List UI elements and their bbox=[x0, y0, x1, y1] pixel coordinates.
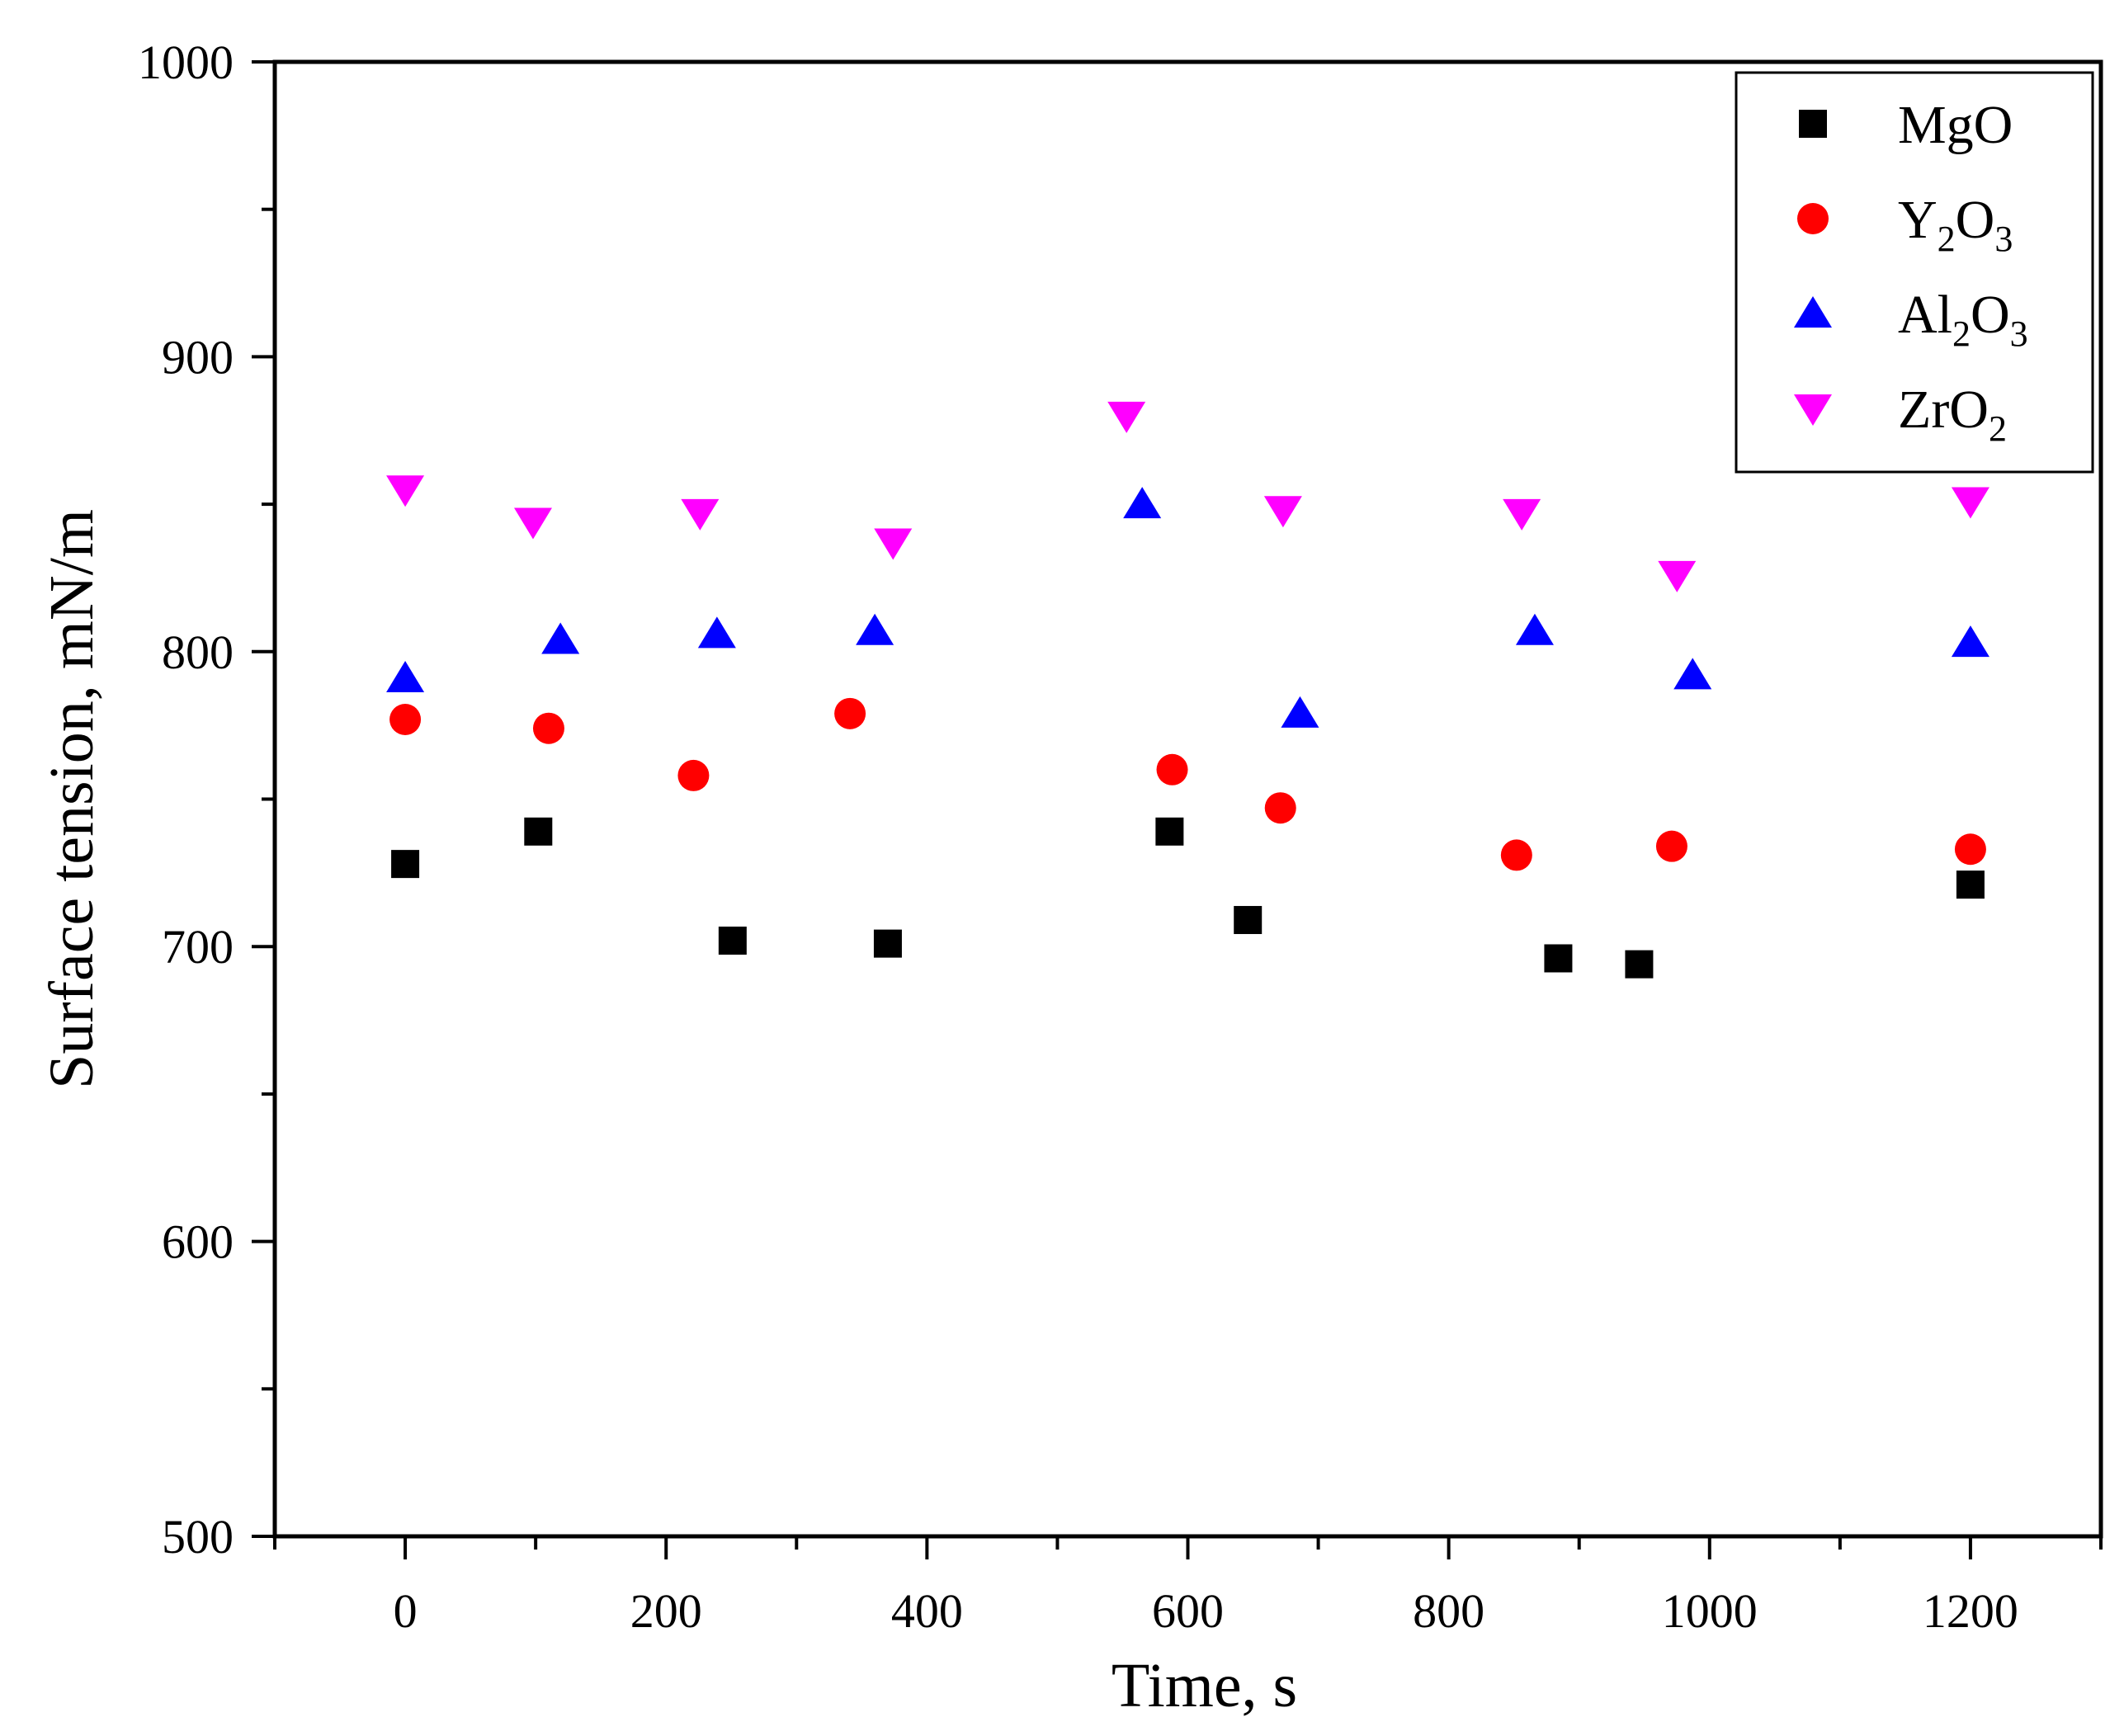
y-tick-label: 500 bbox=[162, 1510, 234, 1564]
y-tick-label: 1000 bbox=[138, 35, 234, 89]
x-axis-title: Time, s bbox=[1112, 1651, 1297, 1720]
data-point bbox=[1673, 658, 1712, 690]
data-point bbox=[1655, 830, 1687, 862]
x-tick-label: 200 bbox=[630, 1584, 702, 1638]
data-point bbox=[524, 817, 553, 846]
data-point bbox=[541, 622, 580, 654]
data-point bbox=[386, 475, 425, 507]
data-point bbox=[1500, 839, 1532, 871]
legend-marker bbox=[1794, 394, 1832, 426]
y-tick-label: 600 bbox=[162, 1215, 234, 1269]
data-point bbox=[677, 759, 710, 791]
ticks-layer: 0 200 400 600 800 1000 1200 500 600 700 800 900 1000 bbox=[138, 35, 2103, 1638]
data-point bbox=[1155, 817, 1184, 846]
data-point bbox=[1156, 753, 1188, 785]
data-point bbox=[1544, 944, 1573, 973]
legend-box bbox=[1735, 71, 2094, 474]
data-point bbox=[1264, 792, 1296, 824]
data-point bbox=[856, 613, 894, 645]
legend: MgO Y2O3 Al2O3 ZrO2 bbox=[1735, 71, 2094, 474]
plot-frame bbox=[272, 59, 2103, 1539]
legend-label-ZrO2: ZrO2 bbox=[1898, 380, 2007, 449]
x-tick-label: 800 bbox=[1413, 1584, 1484, 1638]
data-point bbox=[874, 528, 913, 560]
legend-marker bbox=[1794, 296, 1832, 328]
points-layer bbox=[386, 401, 1989, 979]
data-point bbox=[1234, 906, 1263, 935]
data-point bbox=[1503, 498, 1541, 531]
y-axis-title: Surface tension, mN/m bbox=[37, 509, 106, 1089]
data-point bbox=[1625, 950, 1654, 979]
x-tick-label: 400 bbox=[891, 1584, 963, 1638]
legend-label-Y2O3: Y2O3 bbox=[1898, 190, 2013, 259]
y-tick-label: 800 bbox=[162, 625, 234, 679]
data-point bbox=[389, 704, 422, 736]
series-ZrO2 bbox=[386, 401, 1989, 592]
data-point bbox=[718, 927, 747, 955]
data-point bbox=[513, 507, 552, 540]
data-point bbox=[1263, 496, 1302, 528]
x-tick-label: 1200 bbox=[1923, 1584, 2018, 1638]
data-point bbox=[873, 929, 902, 958]
data-point bbox=[1951, 625, 1989, 658]
series-Al2O3 bbox=[386, 487, 1989, 728]
data-point bbox=[391, 850, 420, 879]
series-MgO bbox=[391, 817, 1985, 979]
data-point bbox=[1123, 487, 1162, 519]
legend-marker bbox=[1799, 110, 1827, 138]
data-point bbox=[1107, 401, 1146, 433]
data-point bbox=[1281, 696, 1319, 728]
data-point bbox=[834, 697, 866, 729]
legend-label-MgO: MgO bbox=[1898, 95, 2013, 155]
x-tick-label: 600 bbox=[1152, 1584, 1224, 1638]
legend-marker bbox=[1797, 203, 1829, 234]
x-tick-label: 0 bbox=[394, 1584, 418, 1638]
data-point bbox=[1658, 560, 1697, 592]
data-point bbox=[1956, 870, 1985, 899]
data-point bbox=[1515, 613, 1554, 645]
data-point bbox=[532, 712, 564, 744]
x-tick-label: 1000 bbox=[1662, 1584, 1758, 1638]
y-tick-label: 900 bbox=[162, 330, 234, 384]
y-tick-label: 700 bbox=[162, 920, 234, 974]
data-point bbox=[697, 616, 736, 649]
data-point bbox=[1951, 487, 1989, 519]
data-point bbox=[1954, 833, 1986, 866]
legend-label-Al2O3: Al2O3 bbox=[1898, 285, 2028, 354]
data-point bbox=[681, 498, 720, 531]
data-point bbox=[386, 660, 425, 692]
series-Y2O3 bbox=[389, 697, 1986, 871]
